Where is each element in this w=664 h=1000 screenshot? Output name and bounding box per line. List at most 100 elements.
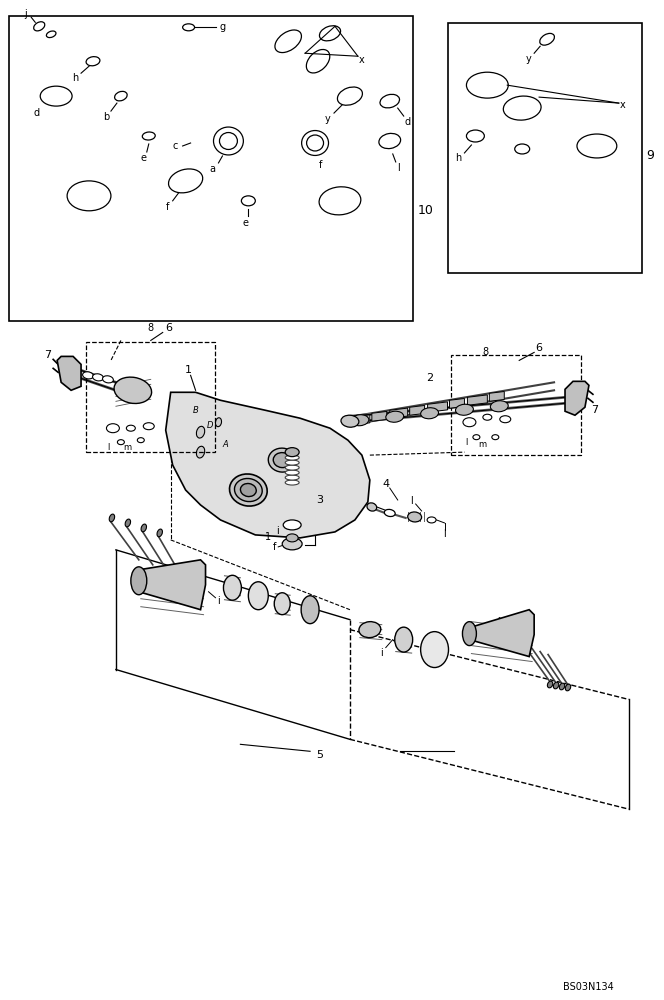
Ellipse shape — [115, 91, 127, 101]
Ellipse shape — [421, 408, 438, 419]
Polygon shape — [450, 398, 464, 408]
Text: g: g — [219, 22, 226, 32]
Ellipse shape — [118, 440, 124, 445]
Ellipse shape — [284, 520, 301, 530]
Text: D: D — [207, 421, 214, 430]
Text: 5: 5 — [317, 750, 323, 760]
Text: BS03N134: BS03N134 — [563, 982, 614, 992]
Ellipse shape — [577, 134, 617, 158]
Ellipse shape — [157, 529, 163, 537]
Ellipse shape — [109, 514, 115, 522]
Text: b: b — [103, 112, 109, 122]
Polygon shape — [134, 560, 206, 610]
Ellipse shape — [456, 404, 473, 415]
Ellipse shape — [463, 418, 476, 427]
Ellipse shape — [86, 57, 100, 66]
Bar — [9, 16, 412, 320]
Ellipse shape — [126, 425, 135, 431]
Text: B: B — [193, 406, 199, 415]
Ellipse shape — [384, 509, 395, 517]
Ellipse shape — [248, 582, 268, 610]
Ellipse shape — [466, 130, 484, 142]
Text: d: d — [404, 117, 411, 127]
Ellipse shape — [268, 448, 296, 472]
Text: x: x — [620, 100, 625, 110]
Ellipse shape — [462, 622, 476, 646]
Ellipse shape — [274, 593, 290, 615]
Ellipse shape — [307, 135, 323, 151]
Text: 1: 1 — [265, 532, 272, 542]
Polygon shape — [428, 402, 448, 412]
Ellipse shape — [359, 622, 380, 638]
Ellipse shape — [286, 534, 298, 542]
Text: 9: 9 — [647, 149, 655, 162]
Ellipse shape — [319, 26, 341, 41]
Polygon shape — [390, 408, 408, 418]
Ellipse shape — [141, 524, 147, 532]
Text: i: i — [217, 596, 220, 606]
Text: 10: 10 — [418, 204, 434, 217]
Text: 8: 8 — [482, 347, 489, 357]
Ellipse shape — [319, 187, 361, 215]
Text: 6: 6 — [165, 323, 172, 333]
Ellipse shape — [341, 415, 359, 427]
Text: f: f — [272, 542, 276, 552]
Text: 7: 7 — [592, 405, 598, 415]
Text: 1: 1 — [185, 365, 192, 375]
Ellipse shape — [67, 181, 111, 211]
Text: f: f — [166, 202, 169, 212]
Polygon shape — [565, 381, 589, 415]
Ellipse shape — [351, 415, 369, 426]
Ellipse shape — [367, 503, 376, 511]
Ellipse shape — [492, 435, 499, 440]
Ellipse shape — [275, 30, 301, 53]
Ellipse shape — [503, 96, 541, 120]
Text: e: e — [242, 218, 248, 228]
Ellipse shape — [286, 455, 299, 460]
Polygon shape — [467, 395, 487, 405]
Text: l: l — [410, 496, 413, 506]
Ellipse shape — [137, 438, 144, 443]
Text: j: j — [24, 9, 27, 19]
Ellipse shape — [102, 376, 114, 383]
Ellipse shape — [286, 460, 299, 465]
Ellipse shape — [82, 372, 94, 379]
Text: c: c — [173, 141, 179, 151]
Ellipse shape — [515, 144, 530, 154]
Ellipse shape — [92, 374, 104, 381]
Text: 6: 6 — [536, 343, 542, 353]
Ellipse shape — [114, 377, 151, 403]
Text: y: y — [525, 54, 531, 64]
Ellipse shape — [242, 196, 256, 206]
Ellipse shape — [143, 423, 154, 430]
Ellipse shape — [169, 169, 203, 193]
Text: h: h — [456, 153, 461, 163]
Ellipse shape — [215, 418, 222, 427]
Ellipse shape — [483, 414, 492, 420]
Text: e: e — [141, 153, 147, 163]
Text: 2: 2 — [426, 373, 433, 383]
Ellipse shape — [183, 24, 195, 31]
Ellipse shape — [337, 87, 363, 105]
Ellipse shape — [547, 681, 552, 688]
Ellipse shape — [34, 22, 44, 31]
Ellipse shape — [131, 567, 147, 595]
Ellipse shape — [420, 632, 448, 668]
Ellipse shape — [220, 133, 238, 149]
Ellipse shape — [41, 86, 72, 106]
Ellipse shape — [559, 683, 564, 690]
Text: x: x — [359, 55, 365, 65]
Ellipse shape — [282, 538, 302, 550]
Ellipse shape — [394, 627, 412, 652]
Ellipse shape — [473, 435, 480, 440]
Ellipse shape — [125, 519, 131, 527]
Polygon shape — [350, 415, 370, 425]
Ellipse shape — [380, 94, 400, 108]
Text: i: i — [380, 648, 383, 658]
Ellipse shape — [240, 483, 256, 497]
Ellipse shape — [286, 480, 299, 485]
Ellipse shape — [408, 512, 422, 522]
Ellipse shape — [379, 133, 400, 149]
Text: 3: 3 — [317, 495, 323, 505]
Bar — [448, 23, 641, 273]
